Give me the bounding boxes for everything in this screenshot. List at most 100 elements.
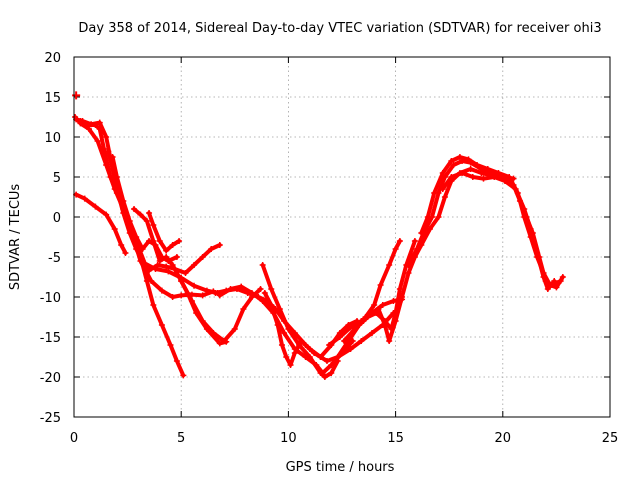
data-point [193, 310, 200, 316]
data-point [156, 238, 163, 244]
data-point [386, 262, 393, 268]
data-point [411, 238, 418, 244]
y-axis-label: SDTVAR / TECUs [8, 184, 23, 291]
series-trace-7 [146, 210, 183, 254]
data-point [216, 340, 223, 347]
data-point [521, 206, 528, 212]
data-point [347, 324, 354, 331]
data-point [390, 298, 397, 304]
y-tick-label: -25 [40, 411, 61, 426]
data-point [163, 247, 170, 254]
data-point [167, 342, 174, 348]
series-line [342, 239, 402, 343]
data-point [375, 306, 382, 312]
data-point [431, 190, 438, 196]
data-point [369, 310, 376, 316]
data-point [439, 186, 446, 192]
data-point [156, 258, 163, 264]
data-point [306, 346, 313, 352]
data-point [169, 262, 176, 268]
data-point [182, 270, 189, 276]
data-point [559, 274, 566, 280]
x-axis-label: GPS time / hours [286, 460, 395, 475]
data-point [341, 338, 348, 344]
data-point [248, 290, 255, 296]
data-point [146, 267, 153, 274]
series-trace-20 [439, 170, 558, 292]
data-point [553, 284, 560, 291]
data-point [238, 283, 245, 290]
series-trace-5 [105, 148, 223, 276]
series-line [217, 284, 355, 375]
grid [74, 57, 610, 417]
data-point [506, 174, 513, 180]
data-point [169, 294, 176, 300]
data-point [465, 156, 472, 163]
data-point [92, 203, 99, 210]
data-point [103, 134, 110, 140]
data-point [223, 338, 230, 345]
data-point [399, 294, 406, 300]
data-point [501, 178, 508, 184]
data-point [92, 122, 99, 128]
data-point [208, 246, 215, 252]
data-point [351, 326, 358, 332]
data-point [143, 218, 150, 224]
data-series [72, 91, 566, 380]
data-point [317, 370, 324, 376]
y-tick-label: 15 [44, 91, 61, 106]
data-point [178, 292, 185, 299]
data-point [191, 262, 198, 268]
data-point [105, 148, 112, 155]
data-point [94, 138, 101, 144]
data-point [163, 263, 170, 270]
data-point [173, 254, 180, 260]
data-point [377, 282, 384, 288]
data-point [347, 346, 354, 352]
data-point [139, 246, 146, 252]
data-point [276, 306, 283, 312]
data-point [426, 226, 433, 232]
data-point [484, 166, 491, 172]
data-point [424, 214, 431, 220]
data-point [173, 358, 180, 364]
data-point [281, 330, 288, 336]
data-point [216, 292, 223, 299]
data-point [278, 342, 285, 348]
data-point [326, 342, 333, 348]
data-point [180, 372, 187, 379]
data-point [540, 274, 547, 280]
data-point [111, 226, 118, 232]
data-point [386, 338, 393, 344]
data-point [216, 242, 223, 248]
data-point [139, 258, 146, 264]
data-point [165, 268, 172, 275]
data-point [323, 358, 330, 364]
data-point [544, 286, 551, 292]
data-point [184, 290, 191, 296]
data-point [495, 170, 502, 176]
series-line [74, 192, 128, 255]
data-point [392, 318, 399, 324]
data-point [379, 302, 386, 308]
data-point [360, 318, 367, 324]
series-outlier [72, 91, 81, 100]
data-point [306, 354, 313, 360]
x-tick-label: 5 [177, 431, 185, 446]
data-point [72, 91, 81, 100]
data-point [396, 286, 403, 292]
data-point [133, 246, 140, 252]
data-point [551, 278, 558, 284]
data-point [448, 174, 455, 180]
data-point [257, 286, 264, 292]
data-point [441, 194, 448, 200]
data-point [469, 174, 476, 180]
y-tick-label: -10 [40, 291, 61, 306]
y-tick-label: -20 [40, 371, 61, 386]
series-trace-8 [131, 206, 264, 344]
data-point [291, 350, 298, 356]
data-point [101, 146, 108, 152]
series-line [262, 291, 359, 367]
data-point [392, 246, 399, 252]
data-point [154, 262, 161, 268]
